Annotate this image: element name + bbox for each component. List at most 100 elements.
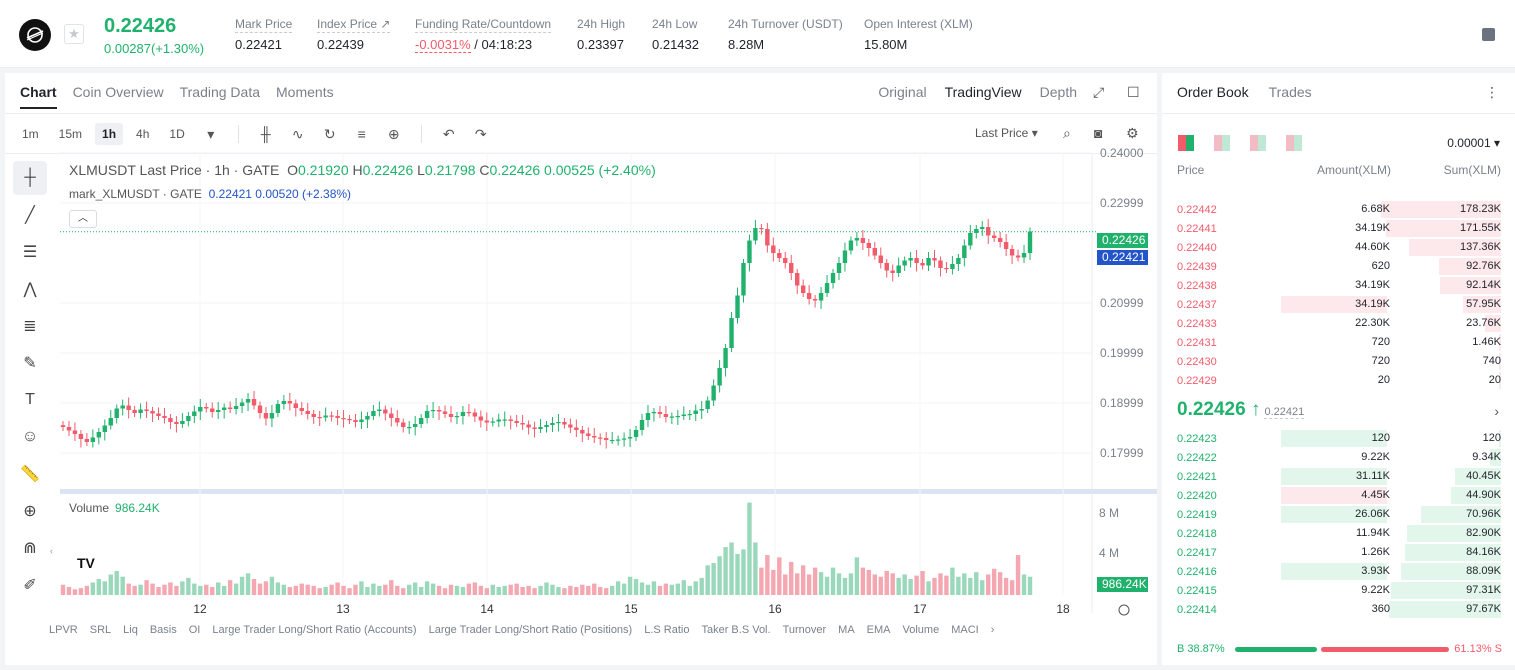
indicator-tab[interactable]: Liq bbox=[123, 624, 138, 636]
tab-trading-data[interactable]: Trading Data bbox=[179, 84, 261, 100]
indicator-tab[interactable]: MACI bbox=[951, 624, 979, 636]
volume-bar bbox=[645, 584, 651, 595]
camera-icon[interactable]: ◙ bbox=[1094, 125, 1103, 141]
volume-bar bbox=[1003, 577, 1009, 595]
chevron-left-icon[interactable]: ‹ bbox=[50, 546, 53, 556]
stat-label[interactable]: Funding Rate/Countdown bbox=[415, 17, 552, 33]
expand-icon[interactable]: ⤢ bbox=[1093, 84, 1105, 100]
ask-row[interactable]: 0.22431 720 1.46K bbox=[1162, 333, 1515, 352]
mode-split-icon[interactable] bbox=[1286, 135, 1302, 151]
precision-select[interactable]: 0.00001 ▾ bbox=[1447, 136, 1500, 150]
tab-trades[interactable]: Trades bbox=[1268, 84, 1312, 100]
pattern-icon[interactable]: ⋀ bbox=[23, 281, 37, 298]
maximize-icon[interactable]: ☐ bbox=[1127, 84, 1140, 100]
emoji-icon[interactable]: ☺ bbox=[21, 428, 39, 445]
price-type-select[interactable]: Last Price ▾ bbox=[975, 126, 1038, 140]
pencil-lock-icon[interactable]: ✐ bbox=[23, 577, 37, 594]
indicator-tab[interactable]: Basis bbox=[149, 624, 177, 636]
tradingview-logo-icon: TV bbox=[77, 555, 95, 571]
stat-label[interactable]: Mark Price bbox=[235, 17, 293, 33]
indicator-tab[interactable]: L.S Ratio bbox=[644, 624, 690, 636]
ruler-icon[interactable]: 📏 bbox=[20, 466, 40, 483]
stat-label[interactable]: Index Price ↗ bbox=[317, 17, 391, 33]
zoom-in-icon[interactable]: ⊕ bbox=[23, 503, 37, 520]
more-menu-icon[interactable]: ⋮ bbox=[1485, 84, 1499, 100]
ask-row[interactable]: 0.22441 34.19K 171.55K bbox=[1162, 219, 1515, 238]
view-tradingview[interactable]: TradingView bbox=[944, 84, 1022, 100]
crosshair-icon[interactable]: ┼ bbox=[13, 161, 47, 195]
depth-bar bbox=[1420, 506, 1501, 523]
indicator-tab[interactable]: EMA bbox=[866, 624, 891, 636]
ask-row[interactable]: 0.22438 34.19K 92.14K bbox=[1162, 276, 1515, 295]
chevron-right-icon[interactable]: › bbox=[1494, 403, 1499, 419]
ask-row[interactable]: 0.22429 20 20 bbox=[1162, 371, 1515, 390]
candlestick-chart[interactable]: 0.24000 0.22999 0.20999 0.19999 0.18999 0.179… bbox=[5, 73, 1157, 665]
indicator-tab[interactable]: Taker B.S Vol. bbox=[701, 624, 771, 636]
favorite-star-icon[interactable]: ★ bbox=[64, 24, 84, 44]
bid-row[interactable]: 0.22421 31.11K 40.45K bbox=[1162, 467, 1515, 486]
candles-icon[interactable]: ╫ bbox=[260, 126, 271, 142]
horizontal-lines-icon[interactable]: ☰ bbox=[22, 244, 38, 261]
settings-gear-icon[interactable]: ⚙ bbox=[1126, 125, 1139, 141]
indicator-tab[interactable]: Turnover bbox=[782, 624, 827, 636]
bid-row[interactable]: 0.22417 1.26K 84.16K bbox=[1162, 543, 1515, 562]
redo-icon[interactable]: ↷ bbox=[474, 125, 487, 142]
candle bbox=[359, 419, 364, 422]
indicator-tab[interactable]: MA bbox=[838, 624, 855, 636]
tab-order-book[interactable]: Order Book bbox=[1177, 84, 1249, 100]
candle bbox=[914, 258, 919, 263]
add-indicator-icon[interactable]: ⊕ bbox=[387, 125, 400, 142]
bid-row[interactable]: 0.22414 360 97.67K bbox=[1162, 600, 1515, 619]
bid-row[interactable]: 0.22415 9.22K 97.31K bbox=[1162, 581, 1515, 600]
bid-row[interactable]: 0.22418 11.94K 82.90K bbox=[1162, 524, 1515, 543]
interval-1m[interactable]: 1m bbox=[22, 127, 39, 141]
tab-chart[interactable]: Chart bbox=[20, 84, 57, 109]
search-icon[interactable]: ⌕ bbox=[1063, 125, 1071, 141]
ask-row[interactable]: 0.22430 720 740 bbox=[1162, 352, 1515, 371]
ask-row[interactable]: 0.22442 6.68K 178.23K bbox=[1162, 200, 1515, 219]
brush-icon[interactable]: ✎ bbox=[23, 355, 37, 372]
ask-row[interactable]: 0.22433 22.30K 23.76K bbox=[1162, 314, 1515, 333]
trendline-icon[interactable]: ╱ bbox=[25, 207, 35, 224]
bid-row[interactable]: 0.22423 120 120 bbox=[1162, 429, 1515, 448]
row-price: 0.22429 bbox=[1177, 375, 1217, 387]
ask-row[interactable]: 0.22440 44.60K 137.36K bbox=[1162, 238, 1515, 257]
bid-row[interactable]: 0.22419 26.06K 70.96K bbox=[1162, 505, 1515, 524]
interval-4h[interactable]: 4h bbox=[136, 127, 150, 141]
replay-icon[interactable]: ↻ bbox=[323, 125, 336, 142]
interval-15m[interactable]: 15m bbox=[58, 127, 83, 141]
tab-moments[interactable]: Moments bbox=[276, 84, 334, 100]
book-icon[interactable] bbox=[1482, 28, 1495, 41]
indicator-tab[interactable]: SRL bbox=[89, 624, 112, 636]
indicator-tab[interactable]: LPVR bbox=[49, 624, 78, 636]
indicators-icon[interactable]: ∿ bbox=[291, 125, 304, 142]
collapse-legend-button[interactable]: ︿ bbox=[69, 210, 97, 228]
template-icon[interactable]: ≡ bbox=[357, 126, 366, 142]
stat-value: 0.22421 bbox=[235, 37, 292, 52]
mode-both-icon[interactable] bbox=[1178, 135, 1194, 151]
axis-settings-icon[interactable] bbox=[1118, 604, 1130, 616]
indicator-tab[interactable]: OI bbox=[188, 624, 201, 636]
indicator-tab[interactable]: Volume bbox=[902, 624, 940, 636]
interval-1D[interactable]: 1D bbox=[169, 127, 185, 141]
tab-coin-overview[interactable]: Coin Overview bbox=[72, 84, 164, 100]
bid-row[interactable]: 0.22422 9.22K 9.34K bbox=[1162, 448, 1515, 467]
bid-row[interactable]: 0.22416 3.93K 88.09K bbox=[1162, 562, 1515, 581]
indicator-tab[interactable]: Large Trader Long/Short Ratio (Accounts) bbox=[212, 624, 417, 636]
indicator-tab[interactable]: Large Trader Long/Short Ratio (Positions… bbox=[428, 624, 633, 636]
magnet-icon[interactable]: ⋒ bbox=[23, 540, 37, 557]
fib-icon[interactable]: ≣ bbox=[23, 318, 37, 335]
chevron-right-icon[interactable]: › bbox=[990, 624, 995, 636]
undo-icon[interactable]: ↶ bbox=[442, 125, 455, 142]
pane-separator[interactable] bbox=[60, 489, 1157, 494]
view-depth[interactable]: Depth bbox=[1039, 84, 1077, 100]
mode-asks-icon[interactable] bbox=[1250, 135, 1266, 151]
view-original[interactable]: Original bbox=[878, 84, 927, 100]
ask-row[interactable]: 0.22439 620 92.76K bbox=[1162, 257, 1515, 276]
chevron-down-icon[interactable]: ▾ bbox=[207, 125, 215, 142]
ask-row[interactable]: 0.22437 34.19K 57.95K bbox=[1162, 295, 1515, 314]
interval-1h[interactable]: 1h bbox=[95, 123, 124, 145]
text-icon[interactable]: T bbox=[25, 391, 35, 408]
mode-bids-icon[interactable] bbox=[1214, 135, 1230, 151]
bid-row[interactable]: 0.22420 4.45K 44.90K bbox=[1162, 486, 1515, 505]
